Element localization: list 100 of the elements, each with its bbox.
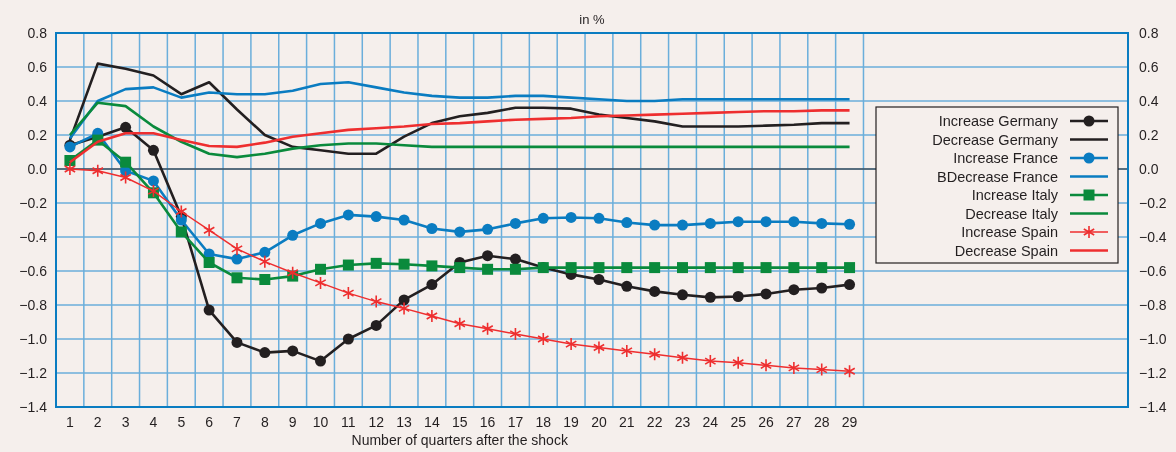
point xyxy=(342,333,354,345)
point xyxy=(788,262,800,274)
point xyxy=(565,211,577,223)
point xyxy=(426,223,438,234)
point xyxy=(788,284,800,296)
point xyxy=(342,259,354,271)
point xyxy=(620,344,633,358)
legend-label: Increase Spain xyxy=(961,224,1058,240)
x-tick-label: 24 xyxy=(702,414,719,430)
point xyxy=(314,276,327,290)
legend-label: BDecrease France xyxy=(937,168,1058,185)
point xyxy=(649,285,661,297)
point xyxy=(175,226,187,238)
point xyxy=(843,364,856,379)
x-tick-label: 21 xyxy=(619,414,635,430)
point xyxy=(370,257,382,269)
point xyxy=(788,216,800,228)
point xyxy=(649,262,661,274)
point xyxy=(844,279,856,291)
point xyxy=(147,175,159,187)
y2-tick-label: −0.2 xyxy=(1139,195,1167,211)
x-tick-label: 29 xyxy=(841,414,858,430)
point xyxy=(454,262,466,274)
x-tick-label: 15 xyxy=(451,414,468,430)
point xyxy=(592,340,605,355)
point xyxy=(315,217,327,229)
x-tick-label: 28 xyxy=(813,414,830,430)
point xyxy=(537,212,549,224)
point xyxy=(844,218,856,230)
x-tick-label: 11 xyxy=(341,414,356,430)
y2-tick-label: 0.2 xyxy=(1139,127,1159,143)
point xyxy=(175,204,188,219)
legend-label: Decrease Germany xyxy=(932,131,1059,148)
point xyxy=(91,163,104,178)
point xyxy=(398,214,410,226)
point xyxy=(704,291,716,303)
y2-tick-label: −1.0 xyxy=(1139,331,1167,347)
point xyxy=(704,354,717,368)
y-tick-label: −0.6 xyxy=(19,263,48,279)
point xyxy=(342,286,355,300)
point xyxy=(704,217,716,229)
y2-tick-label: −0.8 xyxy=(1139,297,1167,313)
y2-tick-label: 0.4 xyxy=(1139,93,1159,109)
line-series xyxy=(68,101,851,159)
legend-label: Increase Germany xyxy=(938,113,1059,129)
y-tick-label: 0.2 xyxy=(27,127,48,143)
point xyxy=(676,289,688,301)
point xyxy=(231,272,243,284)
y2-tick-label: −1.2 xyxy=(1139,365,1167,381)
x-tick-label: 17 xyxy=(507,414,524,430)
point xyxy=(565,337,578,351)
x-tick-label: 2 xyxy=(93,414,102,430)
point xyxy=(732,356,745,370)
point xyxy=(593,262,605,274)
point xyxy=(732,262,744,274)
point xyxy=(509,327,522,341)
x-tick-label: 26 xyxy=(758,414,775,430)
y-tick-label: −1.2 xyxy=(19,365,48,381)
x-tick-label: 27 xyxy=(786,414,802,430)
point xyxy=(258,254,271,269)
point xyxy=(425,309,438,323)
point xyxy=(453,316,466,331)
y2-tick-label: −0.6 xyxy=(1139,263,1167,279)
y2-tick-label: 0.6 xyxy=(1139,59,1159,75)
x-tick-label: 9 xyxy=(288,414,297,430)
point xyxy=(787,361,800,375)
point xyxy=(231,336,243,348)
y-tick-label: 0.0 xyxy=(27,161,48,177)
chart-title: in % xyxy=(579,12,606,27)
y-tick-label: 0.4 xyxy=(27,93,48,109)
point xyxy=(676,219,688,231)
x-tick-label: 3 xyxy=(121,414,130,430)
point xyxy=(398,301,411,316)
point xyxy=(621,262,633,274)
legend-label: Increase Italy xyxy=(971,187,1059,203)
point xyxy=(259,274,271,285)
point xyxy=(203,304,215,316)
point xyxy=(676,350,689,365)
y2-tick-label: 0.8 xyxy=(1139,25,1159,41)
point xyxy=(259,347,271,359)
point xyxy=(760,288,772,300)
y-tick-label: −0.4 xyxy=(19,229,48,245)
point xyxy=(482,223,494,235)
point xyxy=(315,263,327,275)
point xyxy=(120,156,132,168)
point xyxy=(844,262,856,274)
point xyxy=(509,253,521,265)
point xyxy=(760,262,772,274)
y-tick-label: 0.6 xyxy=(27,59,48,75)
point xyxy=(648,347,661,362)
point xyxy=(287,229,299,241)
point xyxy=(315,355,327,367)
point xyxy=(259,246,271,258)
point xyxy=(593,274,605,285)
point xyxy=(231,253,243,265)
point xyxy=(760,216,772,228)
legend-label: Decrease Italy xyxy=(965,205,1059,222)
x-tick-label: 1 xyxy=(66,414,75,430)
x-tick-label: 13 xyxy=(396,414,413,430)
point xyxy=(426,279,438,291)
